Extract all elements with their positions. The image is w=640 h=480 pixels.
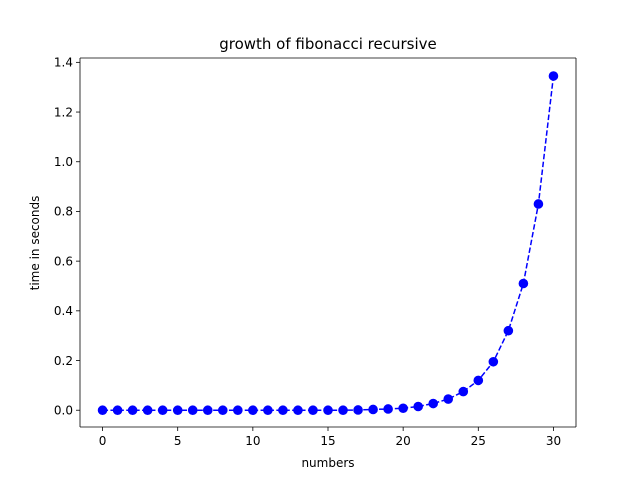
y-tick-label: 0.4 xyxy=(54,304,73,318)
y-tick-label: 1.2 xyxy=(54,105,73,119)
axes-layer: 0 5 10 15 20 25 30 0.0 0.2 0.4 0.6 0.8 1.0 1.2 1.4 xyxy=(54,56,577,448)
data-point xyxy=(413,401,423,412)
x-tick-label: 25 xyxy=(471,434,486,448)
data-point xyxy=(323,405,333,416)
data-point xyxy=(293,405,303,416)
x-tick-label: 20 xyxy=(396,434,411,448)
data-point xyxy=(548,71,559,81)
plot-area xyxy=(80,58,576,427)
data-point xyxy=(383,404,393,414)
data-point xyxy=(503,325,514,336)
x-tick-label: 5 xyxy=(174,434,182,448)
data-point xyxy=(127,405,138,416)
data-point xyxy=(308,405,318,416)
data-point xyxy=(443,394,454,404)
y-tick-label: 0.0 xyxy=(54,404,73,418)
data-point xyxy=(97,405,108,416)
series-layer xyxy=(97,71,559,416)
y-axis-label: time in seconds xyxy=(28,196,42,291)
data-point xyxy=(187,405,198,416)
data-point xyxy=(142,405,153,416)
data-point xyxy=(172,405,183,416)
x-tick-label: 30 xyxy=(546,434,561,448)
x-tick-label: 0 xyxy=(99,434,107,448)
x-tick-label: 15 xyxy=(320,434,335,448)
y-tick-label: 1.0 xyxy=(54,155,73,169)
data-point xyxy=(112,405,123,416)
data-point xyxy=(338,405,348,416)
y-tick-label: 0.8 xyxy=(54,205,73,219)
data-point xyxy=(248,405,258,416)
data-point xyxy=(278,405,288,416)
data-point xyxy=(202,405,213,416)
data-point xyxy=(157,405,168,416)
data-point xyxy=(263,405,273,416)
data-point xyxy=(217,405,228,416)
data-point xyxy=(533,199,544,209)
data-point xyxy=(458,386,469,397)
x-axis-label: numbers xyxy=(301,456,354,470)
x-tick-label: 10 xyxy=(245,434,260,448)
y-tick-label: 1.4 xyxy=(54,56,73,70)
data-point xyxy=(353,405,363,415)
data-point xyxy=(233,405,243,416)
data-point xyxy=(428,398,439,409)
data-point xyxy=(398,403,408,414)
axes-background xyxy=(80,58,576,427)
y-tick-label: 0.6 xyxy=(54,254,73,268)
y-tick-label: 0.2 xyxy=(54,354,73,368)
data-point xyxy=(368,404,378,415)
data-point xyxy=(488,356,499,367)
data-point xyxy=(518,278,529,289)
data-point xyxy=(473,375,484,386)
chart-title: growth of fibonacci recursive xyxy=(219,35,437,53)
